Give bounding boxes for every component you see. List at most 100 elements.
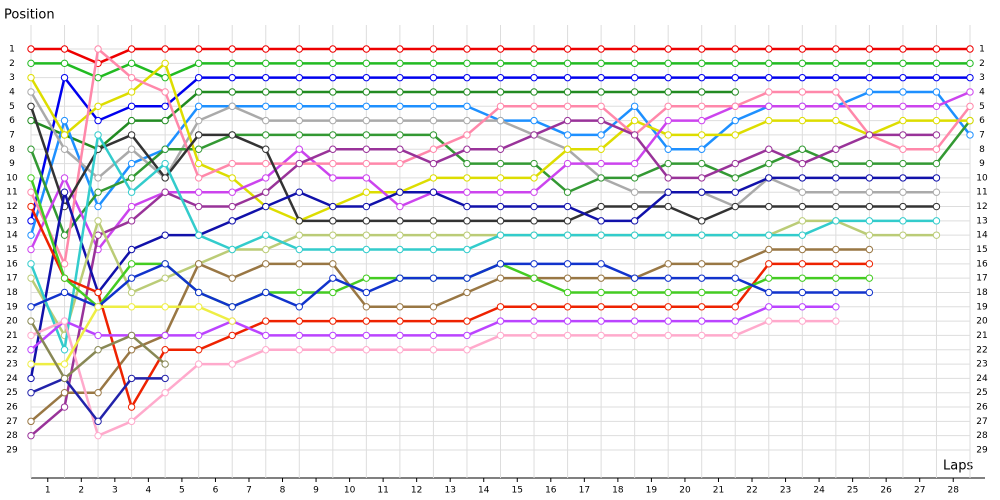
lap-marker <box>664 159 672 168</box>
lap-marker <box>127 159 136 168</box>
lap-marker <box>664 73 672 82</box>
lap-marker <box>94 331 102 340</box>
lap-marker <box>899 217 907 225</box>
lap-marker <box>27 88 35 96</box>
lap-marker <box>94 102 102 110</box>
lap-marker <box>194 331 203 340</box>
lap-marker <box>765 288 773 297</box>
lap-marker <box>329 245 337 254</box>
lap-marker <box>563 288 572 297</box>
lap-marker <box>731 45 739 53</box>
lap-marker <box>563 45 572 53</box>
lap-marker <box>194 231 203 239</box>
lap-marker <box>597 202 605 211</box>
lap-marker <box>60 288 69 297</box>
lap-marker <box>60 131 69 139</box>
lap-marker <box>94 174 102 182</box>
lap-marker <box>530 159 538 168</box>
lap-marker <box>27 102 35 110</box>
lap-marker <box>60 145 69 153</box>
lap-marker <box>194 202 203 211</box>
lap-marker <box>832 102 840 110</box>
lap-marker <box>295 131 303 139</box>
lap-marker <box>765 159 773 168</box>
lap-marker <box>530 116 538 125</box>
lap-marker <box>463 331 471 340</box>
lap-marker <box>530 102 538 110</box>
lap-marker <box>597 174 605 182</box>
lap-marker <box>295 73 303 82</box>
lap-marker <box>597 303 605 311</box>
lap-marker <box>295 159 303 168</box>
lap-marker <box>765 88 773 96</box>
lap-marker <box>765 317 773 325</box>
lap-marker <box>362 45 371 53</box>
lap-marker <box>496 260 505 268</box>
lap-marker <box>396 59 404 68</box>
lap-marker <box>94 389 102 397</box>
lap-marker <box>262 102 270 110</box>
lap-marker <box>295 45 303 53</box>
lap-marker <box>262 346 270 354</box>
lap-marker <box>664 303 672 311</box>
lap-marker <box>899 102 907 110</box>
lap-marker <box>798 274 807 282</box>
lap-marker <box>798 102 807 110</box>
lap-marker <box>698 73 706 82</box>
lap-marker <box>127 174 136 182</box>
lap-marker <box>27 188 35 196</box>
lap-marker <box>530 231 538 239</box>
x-tick-label: 2 <box>78 486 84 496</box>
lap-marker <box>60 59 69 68</box>
lap-marker <box>362 231 371 239</box>
lap-marker <box>60 174 69 182</box>
lap-marker <box>329 159 337 168</box>
lap-marker <box>966 73 974 82</box>
y-tick-label: 18 <box>6 288 18 298</box>
x-tick-label: 13 <box>444 486 455 496</box>
y-tick-label-right: 21 <box>976 331 987 341</box>
lap-marker <box>60 116 69 125</box>
lap-marker <box>932 231 941 239</box>
lap-marker <box>698 331 706 340</box>
lap-marker <box>597 260 605 268</box>
y-tick-label-right: 26 <box>976 403 988 413</box>
lap-marker <box>362 317 371 325</box>
lap-marker <box>731 116 739 125</box>
lap-marker <box>765 145 773 153</box>
lap-marker <box>563 102 572 110</box>
lap-marker <box>932 131 941 139</box>
lap-marker <box>899 45 907 53</box>
lap-marker <box>563 59 572 68</box>
y-tick-label-right: 10 <box>976 173 988 183</box>
lap-marker <box>194 174 203 182</box>
lap-marker <box>832 202 840 211</box>
lap-marker <box>630 231 639 239</box>
lap-marker <box>362 131 371 139</box>
lap-marker <box>429 303 438 311</box>
lap-marker <box>832 45 840 53</box>
lap-marker <box>496 202 505 211</box>
lap-marker <box>429 145 438 153</box>
lap-marker <box>563 303 572 311</box>
lap-marker <box>127 59 136 68</box>
lap-marker <box>127 303 136 311</box>
y-tick-label: 3 <box>9 73 15 83</box>
lap-marker <box>563 116 572 125</box>
lap-marker <box>698 159 706 168</box>
lap-marker <box>27 73 35 82</box>
lap-marker <box>563 188 572 196</box>
lap-marker <box>932 159 941 168</box>
lap-marker <box>765 116 773 125</box>
y-tick-label-right: 24 <box>976 374 988 384</box>
lap-marker <box>429 116 438 125</box>
lap-marker <box>664 88 672 96</box>
lap-marker <box>127 288 136 297</box>
lap-marker <box>329 88 337 96</box>
series-line <box>29 133 937 351</box>
lap-marker <box>27 374 35 383</box>
lap-marker <box>698 317 706 325</box>
lap-marker <box>966 88 974 96</box>
lap-marker <box>60 360 69 368</box>
lap-marker <box>630 45 639 53</box>
